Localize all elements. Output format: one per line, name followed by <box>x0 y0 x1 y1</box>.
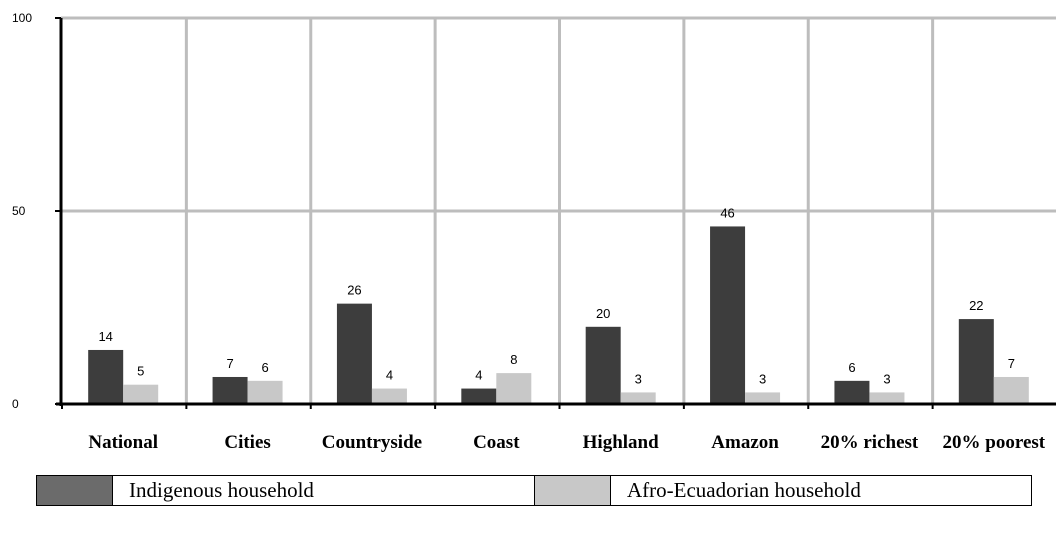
data-label: 3 <box>635 371 642 386</box>
data-label: 46 <box>720 205 734 220</box>
legend-label-indigenous: Indigenous household <box>113 476 535 505</box>
bar <box>247 380 283 404</box>
data-label: 6 <box>848 360 855 375</box>
bar <box>745 392 781 404</box>
category-label: Cities <box>224 432 270 453</box>
grid-lines <box>61 16 1056 404</box>
labels: 14 5 National 7 6 Cities 26 4 Countryside 4 8 Coast… <box>12 11 1046 453</box>
legend-swatch-afro-ecuadorian <box>535 476 611 505</box>
data-label: 20 <box>596 306 610 321</box>
axes <box>55 17 1056 409</box>
data-label: 4 <box>475 368 482 383</box>
bar <box>620 392 656 404</box>
category-label: 20% poorest <box>943 432 1046 453</box>
legend-label-afro-ecuadorian: Afro-Ecuadorian household <box>627 478 861 502</box>
y-tick-label: 0 <box>12 397 19 411</box>
bars <box>88 226 1029 404</box>
bar <box>958 319 994 404</box>
bar <box>710 226 746 404</box>
data-label: 7 <box>226 356 233 371</box>
data-label: 8 <box>510 352 517 367</box>
category-label: 20% richest <box>821 432 919 453</box>
bar <box>869 392 905 404</box>
bar <box>212 376 248 404</box>
legend-swatch-indigenous <box>37 476 113 505</box>
bar <box>585 326 621 404</box>
bar <box>993 376 1029 404</box>
data-label: 3 <box>759 371 766 386</box>
y-tick-label: 50 <box>12 204 26 218</box>
bar <box>336 303 372 404</box>
category-label: Coast <box>473 432 520 453</box>
y-tick-label: 100 <box>12 11 32 25</box>
data-label: 4 <box>386 368 393 383</box>
bar <box>461 388 497 404</box>
bar-chart: 14 5 National 7 6 Cities 26 4 Countryside 4 8 Coast… <box>12 11 1056 453</box>
bar <box>88 349 124 404</box>
category-label: Countryside <box>322 432 422 453</box>
bar <box>834 380 870 404</box>
bar <box>496 373 532 404</box>
data-label: 5 <box>137 364 144 379</box>
category-label: Amazon <box>711 432 779 453</box>
legend: Indigenous household Afro-Ecuadorian hou… <box>36 475 1032 506</box>
data-label: 14 <box>98 329 112 344</box>
data-label: 7 <box>1008 356 1015 371</box>
bar <box>123 384 159 404</box>
data-label: 6 <box>261 360 268 375</box>
data-label: 22 <box>969 298 983 313</box>
category-label: National <box>88 432 158 453</box>
bar <box>371 388 407 404</box>
data-label: 26 <box>347 283 361 298</box>
data-label: 3 <box>883 371 890 386</box>
category-label: Highland <box>583 432 659 453</box>
